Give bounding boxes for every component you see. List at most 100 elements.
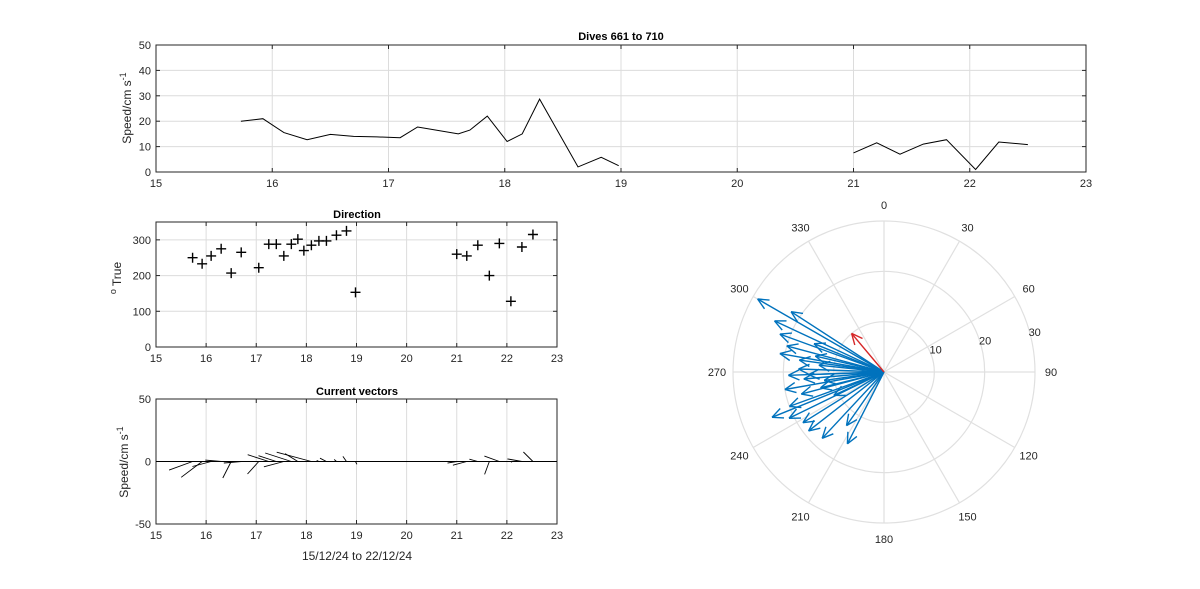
polar-spoke (883, 371, 1016, 449)
polar-vector-head (779, 349, 792, 355)
current-vector (510, 461, 513, 463)
speed-xtick-label: 15 (150, 178, 162, 190)
polar-vector-head (802, 412, 810, 424)
direction-xtick-label: 21 (451, 353, 463, 365)
polar-vector-head (788, 397, 799, 407)
current-vector (333, 459, 337, 462)
current-vector (247, 461, 260, 475)
polar-vector-head (818, 360, 831, 366)
current-vector (222, 461, 232, 479)
polar-spoke (883, 295, 1016, 373)
polar-vector-head (801, 393, 814, 397)
polar-spoke (883, 240, 961, 373)
speed-xtick-label: 18 (499, 178, 511, 190)
current-vector (205, 459, 222, 462)
polar-vector-head (790, 311, 799, 323)
polar-angle-label: 300 (730, 284, 748, 296)
polar-vector-head (820, 379, 831, 389)
speed-xtick-label: 22 (964, 178, 976, 190)
polar-vector (833, 371, 885, 397)
polar-angle-label: 0 (881, 200, 887, 212)
current-vector (452, 461, 467, 466)
direction-point (472, 240, 483, 251)
direction-ytick-label: 100 (133, 306, 151, 318)
direction-point (516, 242, 527, 252)
direction-point (206, 250, 217, 261)
direction-ytick-label: 300 (133, 235, 151, 247)
current-vector (265, 452, 292, 462)
polar-vector-head (807, 419, 815, 432)
polar-angle-label: 180 (875, 534, 893, 546)
speed-panel: Dives 661 to 710 Speed/cm s-1 15 16 17 18 19… (118, 31, 1092, 190)
polar-angle-label: 150 (958, 512, 976, 524)
direction-ylabel: oTrue (108, 262, 124, 295)
direction-point (484, 270, 495, 281)
speed-xtick-label: 23 (1080, 178, 1092, 190)
polar-vector-head (846, 418, 858, 427)
current-vector (507, 458, 522, 462)
polar-vector-head (799, 355, 811, 361)
polar-angle-label: 120 (1019, 451, 1037, 463)
polar-angle-label: 30 (961, 222, 973, 234)
polar-panel: 0 30 60 90 120 150 180 210 240 270 300 330 10 20 30 (708, 200, 1057, 546)
polar-vector (771, 371, 885, 418)
polar-angle-label: 330 (791, 222, 809, 234)
direction-point (236, 247, 247, 258)
polar-vector-head (771, 408, 781, 418)
vectors-xtick-label: 23 (551, 530, 563, 542)
speed-ytick-label: 50 (139, 40, 151, 52)
direction-point (216, 243, 227, 254)
polar-vector (798, 368, 885, 373)
polar-angle-label: 270 (708, 367, 726, 379)
polar-angle-label: 60 (1022, 284, 1034, 296)
direction-point (451, 249, 462, 260)
current-vector (192, 461, 212, 467)
polar-vector-head (798, 368, 810, 376)
polar-spoke (752, 371, 885, 449)
polar-vector (846, 371, 885, 445)
vectors-xlabel: 15/12/24 to 22/12/24 (302, 549, 412, 563)
polar-vector-head (814, 355, 826, 365)
direction-point (306, 240, 317, 251)
speed-xtick-label: 21 (847, 178, 859, 190)
speed-ytick-label: 20 (139, 116, 151, 128)
polar-vector-head (815, 353, 828, 357)
speed-ytick-label: 0 (145, 167, 151, 179)
direction-point (505, 296, 516, 307)
polar-vector-head (845, 413, 850, 426)
polar-vector (818, 364, 885, 373)
direction-point (298, 245, 309, 256)
polar-vector (757, 298, 885, 373)
direction-panel: Direction oTrue 15 16 17 18 19 20 21 22 23 0 100 20… (108, 209, 563, 365)
polar-vector (820, 371, 885, 389)
polar-radius-label: 20 (979, 336, 991, 348)
direction-xtick-label: 16 (200, 353, 212, 365)
direction-point (461, 250, 472, 261)
speed-xtick-label: 16 (266, 178, 278, 190)
polar-vector-head (813, 343, 823, 353)
polar-angle-label: 240 (730, 451, 748, 463)
current-vectors-panel: Current vectors Speed/cm s-1 15/12/24 to… (115, 386, 563, 563)
current-vector (342, 456, 347, 462)
polar-vector-head (786, 343, 799, 347)
polar-vector-head (820, 387, 833, 391)
polar-vector-head (846, 435, 858, 445)
polar-mean-vector (851, 332, 885, 373)
current-vector (180, 461, 203, 478)
current-vector (223, 461, 242, 464)
polar-vector-head (800, 385, 811, 395)
polar-angle-label: 90 (1045, 367, 1057, 379)
direction-ytick-label: 200 (133, 271, 151, 283)
vectors-xtick-label: 22 (501, 530, 513, 542)
polar-vector-head (789, 405, 802, 409)
speed-xtick-label: 19 (615, 178, 627, 190)
polar-vector-head (788, 408, 798, 419)
vectors-ytick-label: 50 (139, 394, 151, 406)
direction-point (226, 268, 237, 279)
polar-vector-head (846, 431, 849, 444)
polar-vector (788, 371, 885, 376)
vectors-ylabel: Speed/cm s-1 (115, 426, 131, 497)
speed-xtick-label: 17 (382, 178, 394, 190)
vectors-xtick-label: 17 (250, 530, 262, 542)
